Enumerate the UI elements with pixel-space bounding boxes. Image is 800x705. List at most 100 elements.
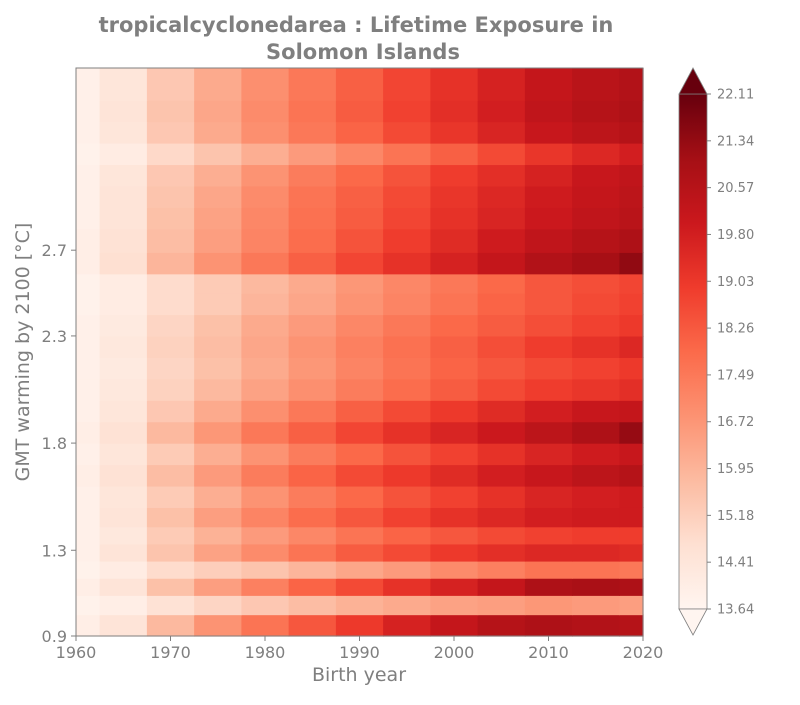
heatmap-cell [477,421,526,444]
heatmap-cell [524,485,573,508]
heatmap-cell [524,143,573,166]
heatmap-cell [241,357,290,380]
heatmap-cell [430,273,479,294]
heatmap-cell [99,595,148,616]
heatmap-cell [572,595,620,616]
heatmap-cell [335,228,384,253]
heatmap-cell [99,335,148,358]
heatmap-cell [146,543,195,562]
heatmap-cell [241,614,290,637]
heatmap-cell [572,252,620,275]
heatmap-cell [430,595,479,616]
heatmap-cell [619,252,644,275]
heatmap-cell [430,293,479,316]
colorbar-extend-min [678,608,708,636]
heatmap-cell [194,252,242,275]
heatmap-cell [383,100,431,123]
heatmap-cell [383,121,431,144]
heatmap-cell [99,485,148,508]
heatmap-cell [335,314,384,337]
heatmap-cell [430,207,479,230]
heatmap-cell [241,378,290,401]
heatmap-cell [572,464,620,487]
x-tick-label: 1980 [245,643,286,662]
heatmap-cell [383,293,431,316]
heatmap-cell [572,100,620,123]
heatmap-cell [146,228,195,253]
heatmap-cell [288,293,337,316]
heatmap-cell [619,164,644,187]
heatmap-cell [430,357,479,380]
heatmap-cell [241,68,290,101]
heatmap-cell [524,293,573,316]
heatmap-cell [619,314,644,337]
heatmap-cell [477,526,526,545]
heatmap-cell [430,228,479,253]
y-axis-ticks: 0.9 1.3 1.8 2.3 2.7 [42,241,76,646]
y-tick-label: 2.3 [42,327,67,346]
heatmap-cell [430,443,479,466]
heatmap-cell [76,335,101,358]
heatmap-cell [288,526,337,545]
heatmap-cell [383,185,431,208]
heatmap-cell [146,68,195,101]
heatmap-cell [477,507,526,528]
heatmap-cell [477,207,526,230]
x-tick-label: 1960 [56,643,97,662]
heatmap-cell [99,252,148,275]
heatmap-cell [619,293,644,316]
heatmap-cell [146,400,195,423]
heatmap-cell [76,443,101,466]
heatmap-cell [619,464,644,487]
heatmap-cell [99,314,148,337]
heatmap-cell [76,485,101,508]
heatmap-cell [335,335,384,358]
heatmap-cell [477,464,526,487]
heatmap-cell [99,207,148,230]
colorbar-tick-label: 18.26 [717,322,754,337]
heatmap-cell [619,228,644,253]
heatmap-cell [194,400,242,423]
heatmap-cell [288,485,337,508]
heatmap-cell [194,314,242,337]
y-tick-label: 0.9 [42,627,67,646]
heatmap-cell [524,100,573,123]
heatmap-cell [430,400,479,423]
heatmap-cell [76,143,101,166]
x-tick-label: 2020 [623,643,664,662]
heatmap-cell [241,595,290,616]
heatmap-cell [76,164,101,187]
heatmap-cell [288,207,337,230]
colorbar-ticks: 13.64 14.41 15.18 15.95 16.72 17.49 18.26 19.03… [707,88,754,618]
heatmap-cell [430,507,479,528]
heatmap-cell [383,595,431,616]
heatmap-cell [194,421,242,444]
heatmap-cell [383,68,431,101]
colorbar-tick-label: 19.80 [717,228,754,243]
heatmap-cell [241,421,290,444]
heatmap-cell [619,121,644,144]
heatmap-cell [524,421,573,444]
y-tick-label: 1.8 [42,434,67,453]
heatmap-cell [524,464,573,487]
heatmap-cell [524,207,573,230]
heatmap-cell [383,543,431,562]
heatmap-cell [288,273,337,294]
heatmap-cell [335,143,384,166]
heatmap-cell [524,185,573,208]
x-tick-label: 2010 [528,643,569,662]
chart-title-line2: Solomon Islands [266,40,460,64]
heatmap-cell [383,443,431,466]
heatmap-cell [477,357,526,380]
heatmap-cell [383,314,431,337]
heatmap-cell [99,526,148,545]
heatmap-cell [76,421,101,444]
heatmap-cell [241,560,290,579]
heatmap-cell [619,485,644,508]
x-axis-label: Birth year [312,664,406,686]
heatmap-cell [99,143,148,166]
x-tick-label: 2000 [434,643,475,662]
heatmap-cell [76,595,101,616]
heatmap-cell [572,507,620,528]
heatmap-cell [477,121,526,144]
